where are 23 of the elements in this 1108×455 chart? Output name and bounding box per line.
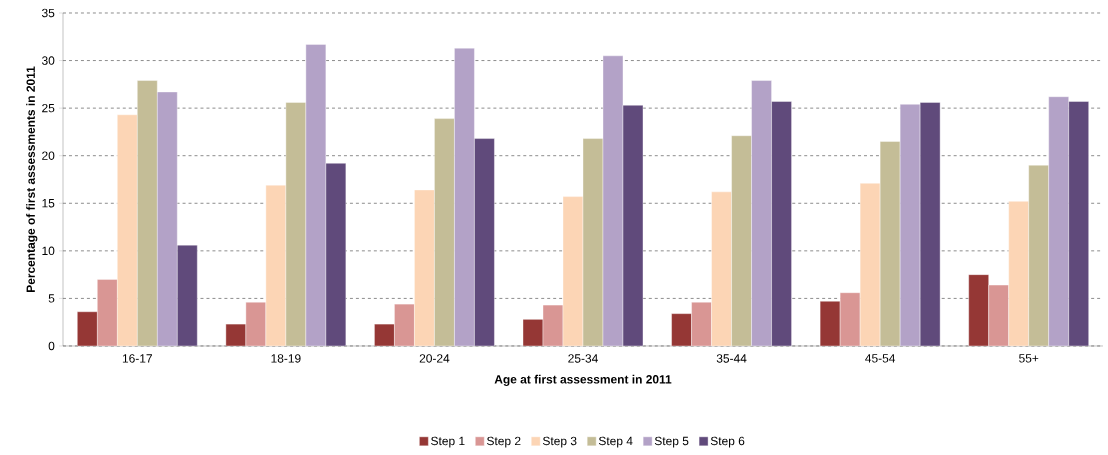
y-tick-label: 30: [41, 56, 55, 65]
y-tick-label: 35: [41, 8, 55, 18]
legend-label: Step 6: [710, 436, 745, 448]
y-tick-label: 10: [42, 246, 55, 256]
x-tick-label: 25-34: [568, 354, 598, 363]
legend-label: Step 1: [431, 436, 465, 448]
x-tick-label: 18-19: [271, 354, 301, 363]
legend-label: Step 2: [487, 436, 521, 448]
x-tick-label: 35-44: [716, 354, 747, 363]
y-tick-label: 15: [42, 199, 55, 208]
y-tick-label: 0: [48, 341, 55, 351]
x-tick-label: 16-17: [122, 354, 152, 363]
y-tick-label: 25: [42, 103, 55, 113]
y-tick-label: 5: [48, 294, 55, 303]
x-axis-title: Age at first assessment in 2011: [494, 374, 672, 386]
x-tick-label: 45-54: [865, 354, 896, 363]
y-tick-label: 20: [42, 151, 55, 160]
legend-label: Step 5: [654, 436, 689, 448]
legend-label: Step 4: [598, 436, 633, 448]
x-tick-label: 20-24: [419, 354, 450, 363]
legend-label: Step 3: [542, 436, 577, 448]
x-tick-label: 55+: [1019, 354, 1039, 363]
y-axis-title: Percentage of first assessments in 2011: [26, 66, 38, 292]
